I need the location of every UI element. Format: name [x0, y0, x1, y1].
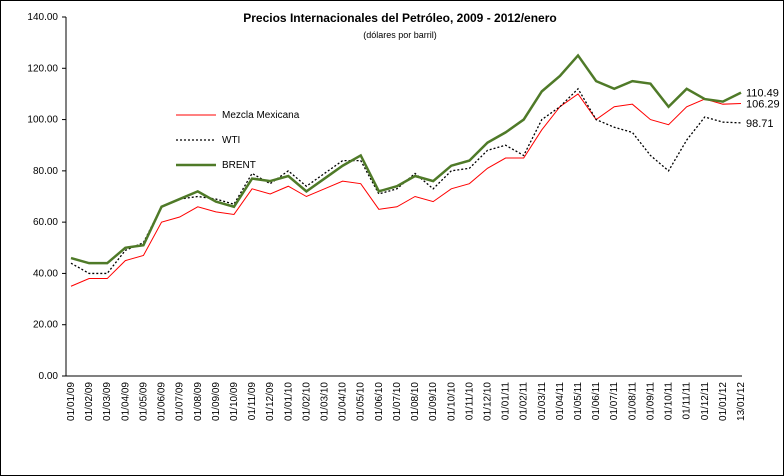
- y-tick-label: 100.00: [27, 115, 58, 126]
- x-tick-label: 01/01/11: [501, 382, 512, 421]
- end-label: 110.49: [746, 88, 779, 100]
- legend-label: WTI: [222, 135, 240, 146]
- x-tick-label: 01/10/11: [664, 382, 675, 421]
- x-tick-label: 01/03/09: [102, 382, 113, 421]
- y-tick-label: 60.00: [33, 217, 58, 228]
- x-tick-label: 01/10/10: [446, 382, 457, 421]
- x-tick-label: 01/08/11: [627, 382, 638, 421]
- x-tick-label: 01/02/11: [519, 382, 530, 421]
- end-label: 98.71: [746, 118, 774, 130]
- chart-title: Precios Internacionales del Petróleo, 20…: [243, 11, 556, 25]
- x-tick-label: 01/06/11: [591, 382, 602, 421]
- x-tick-label: 01/12/11: [700, 382, 711, 421]
- x-tick-label: 01/09/11: [645, 382, 656, 421]
- y-tick-label: 140.00: [27, 12, 58, 23]
- x-tick-label: 13/01/12: [736, 382, 747, 421]
- x-tick-label: 01/01/09: [66, 382, 77, 421]
- x-tick-label: 01/05/11: [573, 382, 584, 421]
- x-tick-label: 01/08/10: [410, 382, 421, 421]
- legend-label: Mezcla Mexicana: [222, 110, 300, 121]
- x-tick-label: 01/07/10: [392, 382, 403, 421]
- y-tick-label: 80.00: [33, 166, 58, 177]
- end-label: 106.29: [746, 98, 780, 110]
- series-line: [70, 93, 742, 287]
- x-tick-label: 01/07/11: [609, 382, 620, 421]
- x-tick-label: 01/11/10: [464, 382, 475, 421]
- x-tick-label: 01/11/09: [247, 382, 258, 421]
- y-tick-label: 0.00: [39, 371, 59, 382]
- x-tick-label: 01/12/09: [265, 382, 276, 421]
- x-tick-label: 01/03/10: [320, 382, 331, 421]
- x-tick-label: 01/02/10: [301, 382, 312, 421]
- x-tick-label: 01/10/09: [229, 382, 240, 421]
- x-tick-label: 01/05/09: [138, 382, 149, 421]
- x-tick-label: 01/04/10: [338, 382, 349, 421]
- x-tick-label: 01/07/09: [175, 382, 186, 421]
- x-tick-label: 01/08/09: [193, 382, 204, 421]
- x-tick-label: 01/06/09: [157, 382, 168, 421]
- x-tick-label: 01/09/10: [428, 382, 439, 421]
- x-tick-label: 01/12/10: [482, 382, 493, 421]
- x-tick-label: 01/04/09: [120, 382, 131, 421]
- x-tick-label: 01/09/09: [211, 382, 222, 421]
- series-line: [70, 53, 742, 265]
- x-tick-label: 01/03/11: [537, 382, 548, 421]
- x-tick-label: 01/02/09: [84, 382, 95, 421]
- y-tick-label: 40.00: [33, 268, 58, 279]
- x-tick-label: 01/05/10: [356, 382, 367, 421]
- x-tick-label: 01/11/11: [682, 382, 693, 420]
- x-tick-label: 01/01/10: [283, 382, 294, 421]
- legend-label: BRENT: [222, 160, 256, 171]
- y-tick-label: 120.00: [27, 63, 58, 74]
- x-tick-label: 01/01/12: [718, 382, 729, 421]
- y-tick-label: 20.00: [33, 320, 58, 331]
- x-tick-label: 01/06/10: [374, 382, 385, 421]
- x-tick-label: 01/04/11: [555, 382, 566, 421]
- chart-subtitle: (dólares por barril): [363, 30, 437, 40]
